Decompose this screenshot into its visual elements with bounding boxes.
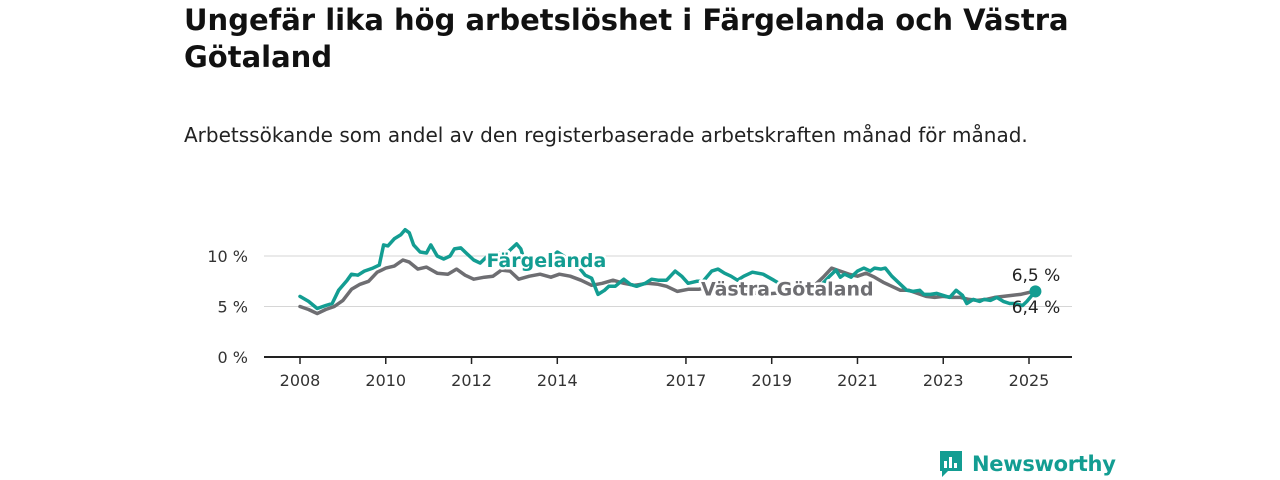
end-label-vastra-gotaland: 6,4 % xyxy=(1012,298,1061,318)
end-label-fargelanda: 6,5 % xyxy=(1012,266,1061,286)
x-tick-label: 2019 xyxy=(751,371,792,390)
end-dot-fargelanda xyxy=(1029,285,1042,298)
x-tick-label: 2017 xyxy=(666,371,707,390)
x-tick-label: 2008 xyxy=(280,371,321,390)
series-line-vastra-gotaland xyxy=(298,258,1038,316)
bar-chart-icon xyxy=(940,451,962,477)
chart-subtitle: Arbetssökande som andel av den registerb… xyxy=(184,123,1028,147)
series-line-fargelanda xyxy=(298,227,1038,311)
y-tick-label: 0 % xyxy=(218,348,248,367)
x-tick-label: 2014 xyxy=(537,371,578,390)
series-label-fargelanda: Färgelanda xyxy=(487,250,607,272)
x-tick-label: 2025 xyxy=(1009,371,1050,390)
x-tick-label: 2012 xyxy=(451,371,492,390)
chart-title: Ungefär lika hög arbetslöshet i Färgelan… xyxy=(184,3,1069,74)
brand-logo: Newsworthy xyxy=(938,449,1116,479)
brand-name: Newsworthy xyxy=(972,452,1116,476)
x-tick-label: 2023 xyxy=(923,371,964,390)
y-tick-label: 10 % xyxy=(207,247,248,266)
x-tick-label: 2010 xyxy=(365,371,406,390)
x-tick-label: 2021 xyxy=(837,371,878,390)
y-tick-label: 5 % xyxy=(218,298,248,317)
series-label-vastra-gotaland: Västra Götaland xyxy=(701,278,874,300)
